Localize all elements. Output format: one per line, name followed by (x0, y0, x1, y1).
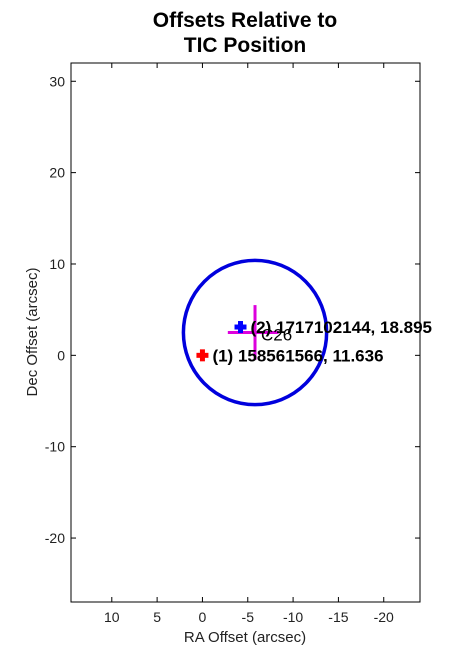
x-tick-label: -15 (328, 609, 348, 625)
y-tick-label: -10 (45, 439, 65, 455)
chart-title-line-1: Offsets Relative to (153, 9, 337, 32)
x-axis-ticks: 10 5 0 -5 -10 -15 -20 (104, 63, 394, 625)
centroid-label: C26 (261, 326, 292, 345)
x-tick-label: -5 (242, 609, 255, 625)
x-tick-label: 0 (199, 609, 207, 625)
x-axis-label: RA Offset (arcsec) (184, 629, 306, 646)
y-axis-ticks: 30 20 10 0 -10 -20 (45, 73, 420, 546)
x-tick-label: -10 (283, 609, 303, 625)
y-tick-label: 30 (49, 73, 65, 89)
star-label-1: (1) 158561566, 11.636 (212, 346, 383, 365)
y-tick-label: 20 (49, 165, 65, 181)
x-tick-label: 10 (104, 609, 120, 625)
aperture-circle (181, 258, 329, 407)
y-tick-label: 10 (49, 256, 65, 272)
y-axis-label: Dec Offset (arcsec) (24, 268, 41, 397)
plot-frame (70, 62, 421, 603)
star-label-2: (2) 1717102144, 18.895 (251, 318, 433, 337)
x-tick-label: -20 (374, 609, 394, 625)
y-tick-label: -20 (45, 530, 65, 546)
star-marker-2 (234, 321, 247, 334)
x-tick-label: 5 (153, 609, 161, 625)
chart-marks: C26(1) 158561566, 11.636 (2) 1717102144, … (181, 258, 433, 407)
star-marker-1 (196, 349, 209, 362)
y-tick-label: 0 (57, 347, 65, 363)
chart-title-line-2: TIC Position (184, 34, 307, 57)
